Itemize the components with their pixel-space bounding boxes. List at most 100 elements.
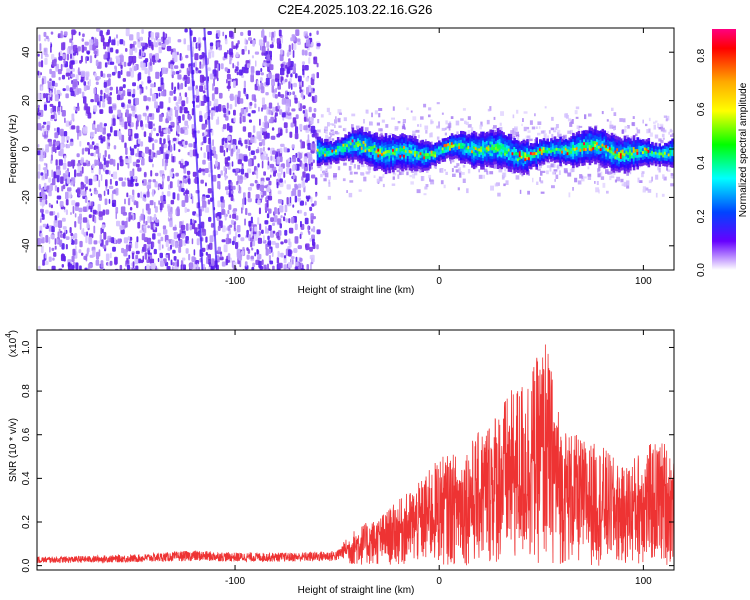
- heatmap-cell: [333, 144, 336, 148]
- heatmap-cell: [244, 218, 246, 226]
- heatmap-cell: [419, 154, 423, 159]
- heatmap-cell: [124, 221, 128, 228]
- heatmap-cell: [200, 64, 204, 69]
- heatmap-cell: [555, 159, 559, 163]
- heatmap-cell: [377, 139, 380, 143]
- heatmap-cell: [261, 154, 265, 161]
- heatmap-cell: [562, 151, 566, 155]
- heatmap-cell: [118, 177, 124, 181]
- heatmap-cell: [166, 113, 169, 118]
- heatmap-cell: [97, 153, 100, 158]
- heatmap-cell: [51, 53, 55, 60]
- heatmap-cell: [395, 136, 399, 140]
- heatmap-cell: [251, 55, 254, 59]
- heatmap-cell: [507, 133, 511, 137]
- heatmap-cell: [127, 89, 132, 93]
- heatmap-cell: [412, 116, 417, 121]
- heatmap-cell: [231, 161, 234, 167]
- heatmap-cell: [399, 163, 402, 167]
- heatmap-cell: [270, 155, 273, 161]
- heatmap-cell: [77, 88, 82, 94]
- heatmap-cell: [351, 156, 355, 160]
- heatmap-cell: [167, 217, 170, 222]
- heatmap-cell: [201, 196, 206, 202]
- heatmap-cell: [254, 51, 260, 55]
- heatmap-cell: [244, 68, 249, 74]
- heatmap-cell: [557, 159, 560, 163]
- heatmap-cell: [555, 141, 559, 145]
- heatmap-cell: [382, 136, 386, 140]
- heatmap-cell: [99, 127, 104, 133]
- heatmap-cell: [553, 148, 557, 152]
- heatmap-cell: [87, 267, 90, 270]
- heatmap-cell: [310, 77, 315, 86]
- heatmap-cell: [76, 163, 80, 167]
- heatmap-cell: [239, 254, 242, 261]
- heatmap-cell: [170, 63, 174, 70]
- heatmap-cell: [425, 161, 428, 165]
- heatmap-cell: [476, 145, 480, 149]
- heatmap-cell: [448, 121, 452, 124]
- heatmap-cell: [446, 126, 450, 129]
- heatmap-cell: [311, 254, 315, 263]
- heatmap-cell: [487, 145, 491, 149]
- heatmap-cell: [81, 44, 85, 53]
- heatmap-cell: [438, 121, 440, 127]
- heatmap-cell: [487, 156, 491, 160]
- heatmap-cell: [511, 149, 515, 153]
- heatmap-cell: [564, 156, 568, 160]
- heatmap-cell: [177, 51, 179, 56]
- heatmap-cell: [177, 82, 180, 90]
- heatmap-cell: [465, 152, 469, 156]
- heatmap-cell: [464, 120, 467, 125]
- heatmap-cell: [570, 150, 573, 154]
- heatmap-cell: [258, 106, 260, 112]
- heatmap-cell: [196, 263, 199, 270]
- heatmap-cell: [74, 233, 78, 239]
- heatmap-cell: [275, 232, 279, 236]
- heatmap-cell: [366, 150, 369, 154]
- heatmap-cell: [204, 168, 209, 173]
- heatmap-cell: [562, 154, 566, 158]
- heatmap-cell: [390, 146, 393, 150]
- heatmap-cell: [415, 156, 419, 160]
- heatmap-cell: [125, 147, 128, 155]
- heatmap-cell: [93, 152, 96, 157]
- heatmap-cell: [336, 145, 340, 149]
- heatmap-cell: [158, 200, 160, 205]
- heatmap-cell: [123, 249, 128, 257]
- heatmap-cell: [310, 42, 314, 47]
- heatmap-cell: [553, 139, 557, 143]
- heatmap-cell: [557, 144, 560, 148]
- heatmap-cell: [526, 171, 529, 175]
- heatmap-cell: [415, 129, 420, 133]
- heatmap-cell: [331, 143, 334, 147]
- heatmap-cell: [108, 106, 113, 114]
- heatmap-cell: [388, 143, 391, 148]
- heatmap-cell: [166, 45, 172, 52]
- heatmap-cell: [626, 180, 630, 186]
- heatmap-cell: [304, 65, 309, 71]
- heatmap-cell: [357, 129, 360, 133]
- heatmap-cell: [228, 144, 232, 151]
- heatmap-cell: [65, 170, 69, 175]
- heatmap-cell: [671, 133, 674, 136]
- heatmap-cell: [325, 144, 329, 148]
- heatmap-cell: [461, 145, 465, 149]
- heatmap-cell: [236, 225, 241, 233]
- heatmap-cell: [153, 123, 155, 127]
- heatmap-cell: [480, 154, 483, 158]
- heatmap-cell: [397, 153, 401, 157]
- heatmap-cell: [377, 145, 380, 149]
- heatmap-cell: [504, 146, 507, 150]
- heatmap-cell: [583, 141, 586, 146]
- heatmap-cell: [182, 141, 185, 146]
- heatmap-cell: [377, 157, 380, 161]
- heatmap-cell: [279, 178, 283, 183]
- heatmap-cell: [180, 158, 184, 164]
- heatmap-cell: [150, 32, 154, 40]
- heatmap-cell: [264, 132, 267, 140]
- heatmap-cell: [408, 161, 412, 165]
- heatmap-cell: [151, 55, 156, 63]
- heatmap-cell: [131, 93, 135, 98]
